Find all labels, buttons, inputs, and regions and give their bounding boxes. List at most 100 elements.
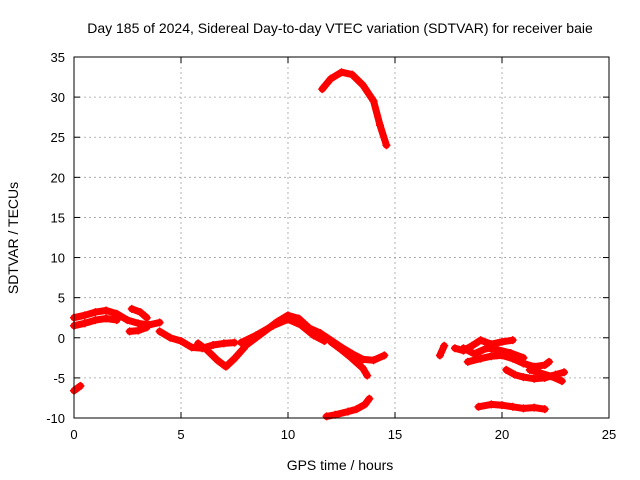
data-point — [502, 365, 511, 374]
series-line — [128, 305, 151, 322]
data-point — [251, 331, 260, 340]
series-line — [70, 382, 84, 395]
data-point — [560, 368, 569, 377]
data-point — [125, 327, 134, 336]
y-tick-label: -5 — [53, 371, 65, 386]
data-point — [498, 351, 506, 360]
data-point — [547, 372, 556, 381]
series-arc-11 — [318, 68, 391, 150]
data-point — [102, 306, 111, 315]
data-point — [269, 321, 278, 330]
y-tick-label: 5 — [58, 291, 65, 306]
data-point — [142, 313, 151, 322]
data-point — [487, 400, 496, 409]
data-point — [536, 369, 545, 378]
series-arc-12 — [322, 394, 374, 421]
data-point — [326, 337, 335, 346]
series-line — [194, 339, 249, 371]
data-point — [382, 141, 391, 150]
data-point — [540, 361, 549, 370]
data-point — [326, 74, 335, 83]
data-point — [435, 351, 444, 360]
data-point — [498, 401, 506, 410]
data-point — [376, 121, 385, 130]
x-axis-label: GPS time / hours — [287, 457, 394, 473]
data-point — [463, 357, 472, 366]
data-point — [510, 370, 519, 379]
data-point — [318, 85, 327, 94]
x-tick-label: 10 — [281, 427, 295, 442]
series-line — [526, 366, 566, 385]
data-point — [358, 81, 367, 90]
data-point — [91, 308, 100, 317]
data-point — [525, 365, 534, 374]
series-arc-9 — [326, 337, 372, 380]
y-tick-label: 20 — [51, 170, 65, 185]
data-point — [123, 316, 132, 325]
data-point — [365, 394, 374, 403]
data-point — [476, 336, 485, 345]
data-point — [363, 371, 372, 380]
y-tick-label: 10 — [51, 251, 65, 266]
y-tick-label: 35 — [51, 50, 65, 65]
data-point — [474, 402, 483, 411]
data-point — [337, 345, 346, 354]
series-arc-13 — [435, 341, 449, 360]
data-point — [91, 316, 100, 325]
data-point — [468, 341, 477, 350]
y-tick-label: 15 — [51, 210, 65, 225]
data-point — [134, 326, 143, 335]
data-point — [476, 354, 485, 363]
data-point — [177, 336, 185, 345]
data-point — [348, 354, 357, 363]
data-point — [296, 320, 305, 329]
data-point — [155, 318, 164, 327]
series-arc-18 — [525, 365, 566, 386]
data-point — [236, 338, 245, 347]
data-point — [358, 355, 367, 364]
plot-frame — [73, 56, 610, 419]
x-tick-label: 20 — [495, 427, 509, 442]
data-point — [194, 339, 203, 348]
data-point — [361, 400, 370, 409]
chart-title: Day 185 of 2024, Sidereal Day-to-day VTE… — [87, 20, 593, 36]
data-point — [530, 403, 539, 412]
data-point — [380, 351, 389, 360]
data-point — [519, 404, 528, 413]
series-arc-8 — [236, 315, 329, 347]
series-arc-19 — [474, 400, 549, 414]
data-point — [508, 402, 517, 411]
data-point — [483, 344, 492, 353]
series-arc-16 — [463, 351, 554, 371]
x-tick-label: 25 — [602, 427, 616, 442]
data-point — [358, 364, 367, 373]
data-point — [470, 349, 479, 358]
data-point — [337, 68, 346, 77]
data-point — [322, 412, 331, 421]
y-tick-label: 25 — [51, 130, 65, 145]
data-point — [519, 359, 528, 368]
x-tick-label: 0 — [70, 427, 77, 442]
series-arc-4 — [125, 323, 151, 336]
data-point — [440, 341, 449, 350]
data-point — [155, 327, 164, 336]
data-point — [508, 354, 517, 363]
data-point — [369, 356, 378, 365]
data-point — [459, 344, 468, 353]
series-line — [318, 68, 390, 149]
series-line — [237, 315, 328, 347]
data-point — [369, 97, 378, 106]
data-point — [331, 410, 340, 419]
data-point — [213, 356, 222, 365]
series-arc-2 — [70, 314, 121, 330]
y-axis-label: SDTVAR / TECUs — [5, 182, 21, 294]
data-point — [202, 345, 211, 354]
data-series — [70, 68, 569, 421]
y-tick-label: -10 — [46, 411, 65, 426]
data-point — [530, 374, 539, 383]
data-point — [102, 314, 111, 323]
data-point — [498, 337, 506, 346]
data-point — [209, 340, 218, 349]
axis-ticks: 0 5 10 15 20 25 -10 -5 0 5 10 15 20 25 30 35 — [46, 50, 616, 442]
